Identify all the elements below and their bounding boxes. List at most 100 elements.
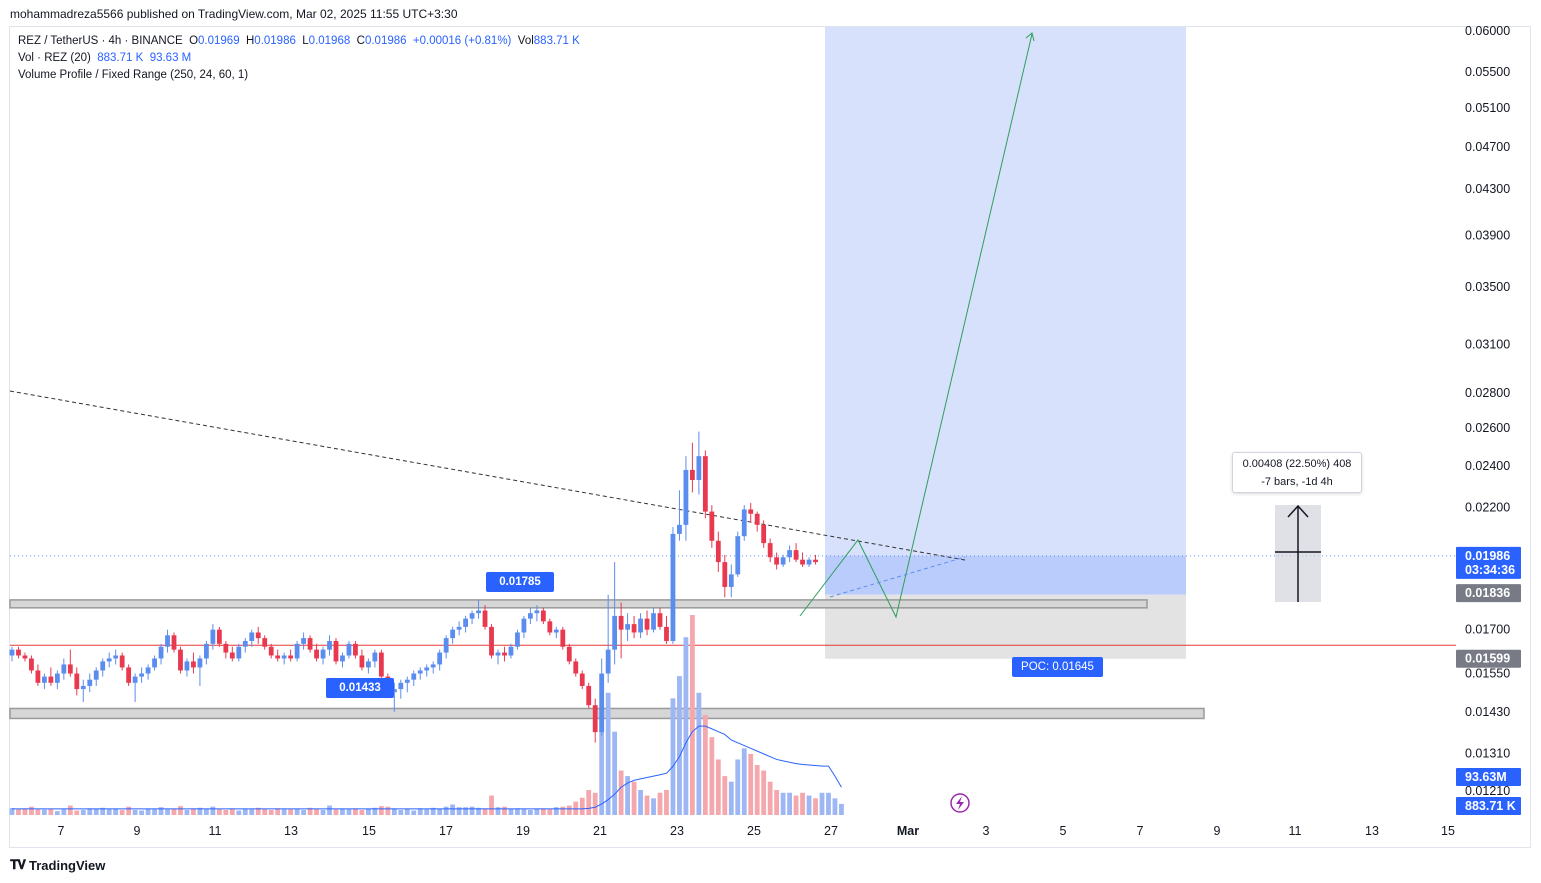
volume-bar: [391, 808, 397, 815]
volume-bar: [301, 810, 306, 815]
volume-bar: [793, 795, 799, 815]
candle-body: [191, 661, 196, 668]
low-label: L: [302, 35, 309, 47]
volume-bar: [42, 809, 47, 815]
volume-bar: [385, 806, 391, 815]
open-value: 0.01969: [198, 35, 240, 47]
time-tick-label: 27: [824, 824, 838, 838]
volume-bar: [171, 808, 177, 815]
price-tick-label: 0.06000: [1465, 24, 1510, 38]
vol-value: 883.71 K: [533, 35, 580, 47]
volume-bar: [346, 809, 352, 815]
price-tick-label: 0.04300: [1465, 182, 1510, 196]
volume-bar: [204, 808, 209, 815]
candle-body: [599, 673, 605, 733]
volume-bar: [54, 811, 60, 815]
volume-bar: [612, 731, 618, 815]
symbol-legend: REZ / TetherUS · 4h · BINANCE O0.01969 H…: [18, 35, 580, 47]
time-tick-label: 23: [670, 824, 684, 838]
candle-body: [748, 509, 754, 514]
candle-body: [80, 685, 86, 690]
volume-bar: [74, 810, 80, 815]
price-tag-1836-bg: [1456, 584, 1521, 603]
volume-value-1: 883.71 K: [97, 52, 144, 64]
volume-indicator-legend[interactable]: Vol · REZ (20) 883.71 K 93.63 M: [18, 52, 191, 64]
volume-bar: [372, 807, 378, 815]
candle-body: [502, 652, 507, 656]
candle-body: [677, 524, 682, 534]
volume-bar: [145, 808, 151, 815]
candle-body: [204, 643, 209, 659]
volume-bar: [223, 810, 229, 815]
candle-body: [657, 613, 663, 627]
candle-body: [761, 524, 767, 544]
symbol-label[interactable]: REZ / TetherUS · 4h · BINANCE: [18, 35, 183, 47]
volume-bar: [437, 808, 443, 815]
volume-bar: [35, 809, 41, 815]
time-tick-label: 11: [209, 824, 222, 838]
volume-bar: [715, 759, 721, 815]
volume-bar: [320, 810, 326, 815]
price-tick-label: 0.05500: [1465, 65, 1510, 79]
volume-bar: [553, 807, 559, 815]
candle-body: [450, 629, 456, 639]
candle-body: [651, 613, 656, 630]
volume-bar: [702, 715, 708, 815]
candle-body: [132, 676, 138, 683]
volume-bar: [547, 809, 553, 815]
time-tick-label: 25: [747, 824, 761, 838]
candle-body: [145, 667, 151, 674]
volume-bar: [333, 809, 339, 815]
volume-profile-legend[interactable]: Volume Profile / Fixed Range (250, 24, 6…: [18, 69, 249, 81]
candle-body: [683, 469, 689, 525]
price-range-measure-box[interactable]: 0.00408 (22.50%) 408 -7 bars, -1d 4h: [1232, 452, 1362, 493]
candle-body: [378, 652, 384, 677]
candle-body: [327, 640, 332, 650]
volume-bar: [268, 810, 274, 815]
support-price-label[interactable]: 0.01433: [326, 678, 394, 698]
volume-bar: [229, 808, 235, 815]
poc-label[interactable]: POC: 0.01645: [1012, 657, 1103, 677]
candle-body: [618, 615, 624, 630]
tradingview-logo-icon: 𝐓𝐕: [10, 857, 26, 872]
candle-body: [508, 646, 514, 656]
candle-body: [178, 649, 183, 671]
candle-body: [430, 664, 436, 668]
candle-body: [294, 643, 300, 659]
volume-bar: [482, 808, 488, 815]
candle-body: [126, 667, 132, 683]
candle-body: [787, 550, 792, 558]
volume-bar: [515, 808, 520, 815]
price-tick-label: 0.03900: [1465, 228, 1510, 242]
time-tick-label: Mar: [897, 824, 919, 838]
volume-bar: [683, 637, 689, 815]
volume-tag-bg: [1456, 797, 1521, 815]
candle-body: [715, 540, 721, 563]
tradingview-brand[interactable]: 𝐓𝐕 TradingView: [10, 857, 105, 873]
candle-body: [61, 664, 67, 674]
volume-bar: [165, 809, 170, 815]
resistance-zone: [9, 599, 1148, 609]
candle-body: [197, 658, 203, 668]
candle-body: [424, 667, 430, 671]
volume-bar: [139, 810, 144, 815]
lightning-icon[interactable]: [950, 793, 970, 813]
price-tick-label: 0.02800: [1465, 386, 1510, 400]
volume-bar: [242, 808, 248, 815]
volume-bar: [534, 808, 540, 815]
candle-body: [793, 550, 799, 560]
candle-body: [560, 629, 566, 647]
resistance-price-label[interactable]: 0.01785: [486, 572, 554, 592]
projected-path-arrowhead: [1025, 32, 1035, 42]
volume-ma-line: [12, 725, 842, 810]
candle-body: [255, 632, 261, 639]
candle-body: [366, 661, 371, 668]
candle-body: [521, 618, 527, 633]
time-tick-label: 13: [1365, 824, 1379, 838]
candle-body: [800, 559, 805, 565]
volume-bar: [16, 809, 21, 815]
volume-bar: [774, 790, 780, 815]
candle-body: [288, 655, 294, 659]
volume-bar: [813, 798, 818, 815]
